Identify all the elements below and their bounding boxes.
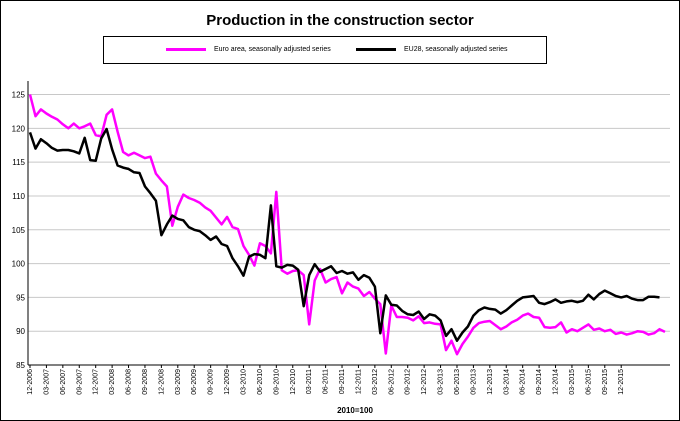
x-tick-label-06-2009: 06-2009	[191, 369, 198, 395]
x-tick-label-12-2013: 12-2013	[487, 369, 494, 395]
y-tick-label-120: 120	[12, 124, 26, 133]
x-tick-label-03-2014: 03-2014	[503, 369, 510, 395]
x-tick-label-09-2008: 09-2008	[142, 369, 149, 395]
x-tick-label-06-2011: 06-2011	[323, 369, 330, 394]
x-tick-label-12-2009: 12-2009	[224, 369, 231, 395]
x-tick-label-06-2013: 06-2013	[454, 369, 461, 395]
legend-item-euro-area: Euro area, seasonally adjusted series	[166, 46, 331, 53]
y-tick-label-125: 125	[12, 91, 26, 100]
x-tick-label-09-2015: 09-2015	[602, 369, 609, 395]
y-tick-label-115: 115	[12, 158, 25, 167]
x-tick-label-12-2014: 12-2014	[553, 369, 560, 395]
y-tick-label-90: 90	[16, 327, 25, 336]
x-tick-label-06-2007: 06-2007	[60, 369, 67, 395]
x-tick-label-06-2010: 06-2010	[257, 369, 264, 395]
x-tick-label-06-2008: 06-2008	[126, 369, 133, 395]
x-tick-label-12-2011: 12-2011	[355, 369, 362, 394]
x-tick-label-03-2008: 03-2008	[109, 369, 116, 395]
x-tick-label-12-2012: 12-2012	[421, 369, 428, 395]
x-tick-label-09-2012: 09-2012	[405, 369, 412, 395]
x-tick-label-09-2014: 09-2014	[536, 369, 543, 395]
x-tick-label-09-2011: 09-2011	[339, 369, 346, 394]
x-tick-label-06-2012: 06-2012	[388, 369, 395, 395]
x-tick-label-03-2009: 03-2009	[175, 369, 182, 395]
y-tick-label-110: 110	[12, 192, 25, 201]
x-tick-label-12-2006: 12-2006	[27, 369, 34, 395]
x-tick-label-03-2010: 03-2010	[240, 369, 247, 395]
legend-swatch-eu28	[356, 48, 396, 51]
x-tick-label-03-2013: 03-2013	[438, 369, 445, 395]
legend-item-eu28: EU28, seasonally adjusted series	[356, 46, 508, 53]
y-tick-label-100: 100	[12, 260, 26, 269]
x-tick-label-03-2012: 03-2012	[372, 369, 379, 395]
x-tick-label-06-2015: 06-2015	[585, 369, 592, 395]
x-tick-label-03-2015: 03-2015	[569, 369, 576, 395]
y-tick-label-105: 105	[12, 226, 26, 235]
x-tick-label-09-2009: 09-2009	[208, 369, 215, 395]
y-tick-label-95: 95	[16, 293, 25, 302]
legend-label-eu28: EU28, seasonally adjusted series	[404, 46, 508, 53]
legend-swatch-euro-area	[166, 48, 206, 51]
x-tick-label-12-2010: 12-2010	[290, 369, 297, 395]
chart-legend: Euro area, seasonally adjusted series EU…	[103, 36, 547, 64]
x-tick-label-03-2011: 03-2011	[306, 369, 313, 394]
x-tick-label-06-2014: 06-2014	[520, 369, 527, 395]
chart-title: Production in the construction sector	[206, 12, 474, 29]
x-tick-label-12-2008: 12-2008	[158, 369, 165, 395]
series-line-eu28	[28, 127, 660, 342]
legend-label-euro-area: Euro area, seasonally adjusted series	[214, 46, 331, 53]
y-tick-label-85: 85	[16, 361, 25, 370]
x-axis-label: 2010=100	[337, 406, 373, 415]
x-tick-label-09-2010: 09-2010	[273, 369, 280, 395]
x-tick-label-12-2007: 12-2007	[93, 369, 100, 395]
x-tick-label-03-2007: 03-2007	[43, 369, 50, 395]
x-tick-label-09-2013: 09-2013	[470, 369, 477, 395]
series-line-euro-area	[28, 94, 666, 356]
x-tick-label-12-2015: 12-2015	[618, 369, 625, 395]
x-tick-label-09-2007: 09-2007	[76, 369, 83, 395]
